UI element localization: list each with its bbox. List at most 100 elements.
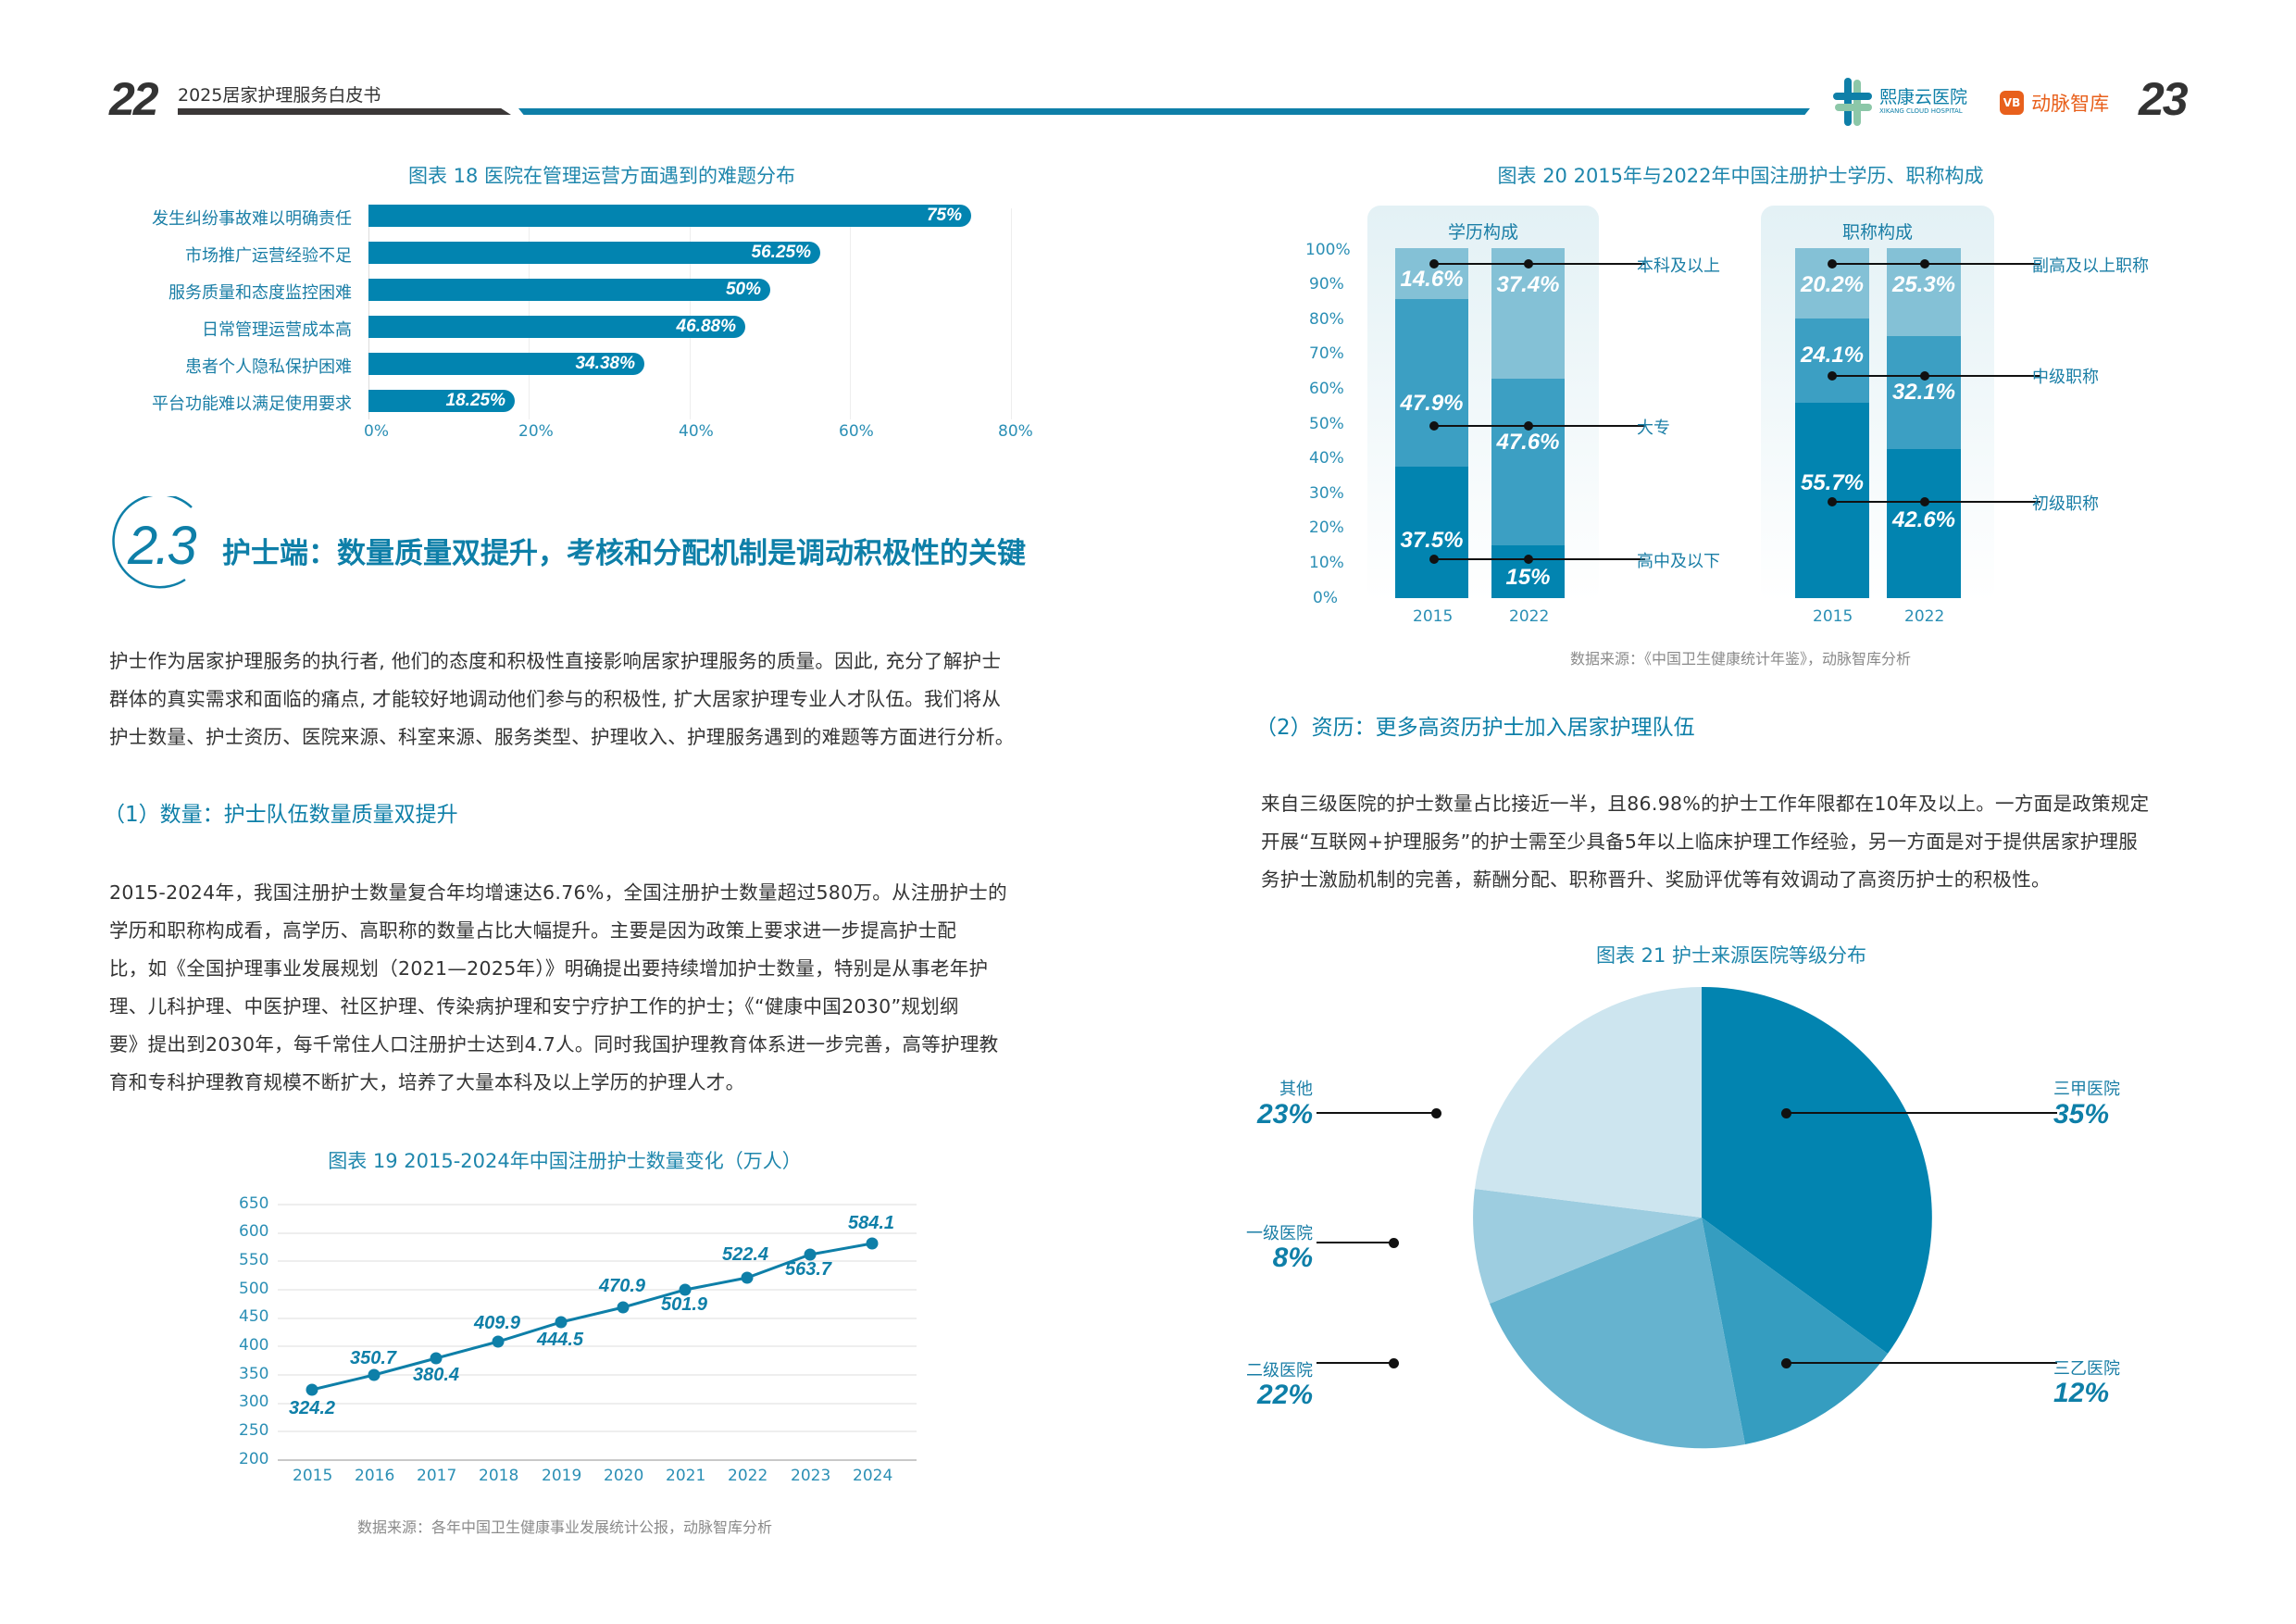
pie-label-other: 其他 bbox=[1279, 1080, 1313, 1099]
left-page-number: 22 bbox=[109, 73, 159, 125]
segment-bachelor bbox=[1491, 248, 1565, 379]
pie-label-sanyi: 三乙医院 bbox=[2053, 1359, 2120, 1379]
chart20-title: 图表 20 2015年与2022年中国注册护士学历、职称构成 bbox=[1497, 165, 1984, 187]
chart20-x-tick: 2022 bbox=[1509, 607, 1550, 626]
chart20-panel-title-title: 职称构成 bbox=[1841, 222, 1913, 243]
section-number: 2.3 bbox=[128, 516, 197, 576]
leader-dot bbox=[1828, 259, 1837, 269]
chart19-x-tick: 2023 bbox=[791, 1467, 831, 1485]
dongmai-logo: VB 动脉智库 bbox=[2000, 89, 2109, 117]
pie-slice-sanjia bbox=[1702, 986, 1932, 1354]
pie-label-erji: 二级医院 bbox=[1246, 1361, 1313, 1380]
legend-senior: 副高及以上职称 bbox=[2032, 256, 2149, 276]
cross-logo-icon bbox=[1833, 78, 1872, 126]
chart19-y-tick: 550 bbox=[239, 1251, 269, 1269]
chart20-source: 数据来源：《中国卫生健康统计年鉴》，动脉智库分析 bbox=[1569, 650, 1911, 668]
chart18-category-label: 市场推广运营经验不足 bbox=[185, 246, 352, 266]
chart18-category-label: 患者个人隐私保护困难 bbox=[185, 357, 352, 377]
leader-dot bbox=[1431, 1108, 1441, 1118]
chart19-y-tick: 250 bbox=[239, 1421, 269, 1440]
pie-slice-erji bbox=[1490, 1218, 1745, 1449]
text-line: 理、儿科护理、中医护理、社区护理、传染病护理和安宁疗护工作的护士；《“健康中国2… bbox=[109, 995, 959, 1018]
value-label: 42.6% bbox=[1891, 507, 1956, 532]
book-title: 2025居家护理服务白皮书 bbox=[178, 85, 381, 106]
pie-value-sanyi: 12% bbox=[2053, 1378, 2110, 1408]
value-label: 47.9% bbox=[1400, 391, 1464, 416]
leader-dot bbox=[1828, 371, 1837, 381]
intro-paragraph: 护士作为居家护理服务的执行者, 他们的态度和积极性直接影响居家护理服务的质量。因… bbox=[109, 643, 1072, 756]
leader-dot bbox=[1389, 1238, 1399, 1248]
segment-highschool bbox=[1491, 545, 1565, 598]
chart19-data-label: 409.9 bbox=[474, 1313, 521, 1333]
chart20-y-tick: 60% bbox=[1309, 380, 1344, 398]
pie-slice-yiji bbox=[1473, 1189, 1702, 1304]
chart18-x-tick: 20% bbox=[518, 422, 554, 441]
leader-dot bbox=[1429, 259, 1439, 269]
right-page-number: 23 bbox=[2139, 73, 2189, 125]
dongmai-badge-icon: VB bbox=[2000, 91, 2024, 115]
leader-dot bbox=[1524, 555, 1533, 564]
chart19-source: 数据来源：各年中国卫生健康事业发展统计公报，动脉智库分析 bbox=[356, 1518, 772, 1536]
chart19-data-label: 563.7 bbox=[785, 1259, 832, 1280]
section-circle-decoration bbox=[112, 496, 193, 589]
chart18-bar: 18.25% bbox=[368, 390, 515, 412]
pie-value-erji: 22% bbox=[1256, 1380, 1313, 1410]
chart18-bar: 50% bbox=[368, 279, 770, 301]
leader-dot bbox=[1524, 259, 1533, 269]
leader-dot bbox=[1781, 1108, 1791, 1118]
pie-slice-sanyi bbox=[1702, 1218, 1888, 1444]
pie-label-yiji: 一级医院 bbox=[1246, 1224, 1313, 1243]
chart20-x-tick: 2015 bbox=[1813, 607, 1853, 626]
chart20-bar-education-2015: 14.6% 47.9% 37.5% bbox=[1395, 248, 1468, 598]
chart20-y-tick: 30% bbox=[1309, 484, 1344, 503]
chart20-y-tick: 20% bbox=[1309, 518, 1344, 537]
value-label: 32.1% bbox=[1891, 380, 1956, 405]
text-line: 开展“互联网+护理服务”的护士需至少具备5年以上临床护理工作经验，另一方面是对于… bbox=[1261, 831, 2139, 853]
pie-value-yiji: 8% bbox=[1272, 1243, 1313, 1273]
text-line: 务护士激励机制的完善，薪酬分配、职称晋升、奖励评优等有效调动了高资历护士的积极性… bbox=[1261, 868, 2051, 891]
chart20-bar-title-2015: 20.2% 24.1% 55.7% bbox=[1795, 248, 1869, 598]
chart18-x-tick: 60% bbox=[839, 422, 874, 441]
xikang-logo-cn: 熙康云医院 bbox=[1879, 87, 1968, 107]
chart19-y-tick: 400 bbox=[239, 1336, 269, 1355]
segment-intermediate bbox=[1887, 336, 1961, 449]
chart20-y-tick: 90% bbox=[1309, 275, 1344, 294]
chart20-panel-education-title: 学历构成 bbox=[1447, 222, 1518, 243]
chart19-title: 图表 19 2015-2024年中国注册护士数量变化（万人） bbox=[328, 1150, 802, 1172]
chart18-category-label: 发生纠纷事故难以明确责任 bbox=[152, 209, 352, 229]
text-line: 育和专科护理教育规模不断扩大，培养了大量本科及以上学历的护理人才。 bbox=[109, 1071, 745, 1093]
chart19-y-tick: 500 bbox=[239, 1280, 269, 1298]
chart19-x-tick: 2021 bbox=[666, 1467, 706, 1485]
legend-bachelor: 本科及以上 bbox=[1637, 256, 1720, 276]
leader-dot bbox=[1920, 259, 1929, 269]
chart18-bar: 34.38% bbox=[368, 353, 644, 375]
segment-college bbox=[1395, 299, 1468, 467]
leader-line bbox=[1832, 263, 2040, 265]
chart20-x-tick: 2022 bbox=[1904, 607, 1945, 626]
chart19-x-tick: 2024 bbox=[853, 1467, 893, 1485]
value-label: 24.1% bbox=[1800, 343, 1865, 368]
chart19-x-tick: 2015 bbox=[293, 1467, 333, 1485]
chart18-bar: 46.88% bbox=[368, 316, 745, 338]
leader-dot bbox=[1920, 371, 1929, 381]
segment-bachelor bbox=[1395, 248, 1468, 299]
chart18-bar: 56.25% bbox=[368, 242, 820, 264]
text-line: 要》提出到2030年，每千常住人口注册护士达到4.7人。同时我国护理教育体系进一… bbox=[109, 1033, 999, 1056]
chart20-x-tick: 2015 bbox=[1413, 607, 1454, 626]
chart20-y-tick: 40% bbox=[1309, 449, 1344, 468]
para2: 来自三级医院的护士数量占比接近一半，且86.98%的护士工作年限都在10年及以上… bbox=[1261, 785, 2224, 899]
value-label: 15% bbox=[1505, 565, 1551, 590]
pie-value-other: 23% bbox=[1256, 1099, 1313, 1130]
chart18-x-tick: 0% bbox=[364, 422, 389, 441]
chart18-title: 图表 18 医院在管理运营方面遇到的难题分布 bbox=[407, 165, 796, 187]
subsection1-title: （1）数量：护士队伍数量质量双提升 bbox=[104, 803, 458, 827]
chart19-x-tick: 2017 bbox=[417, 1467, 457, 1485]
chart19-x-tick: 2018 bbox=[479, 1467, 519, 1485]
chart19-y-tick: 600 bbox=[239, 1222, 269, 1241]
chart19-data-label: 324.2 bbox=[289, 1398, 336, 1418]
leader-dot bbox=[1389, 1358, 1399, 1368]
text-line: 群体的真实需求和面临的痛点, 才能较好地调动他们参与的积极性, 扩大居家护理专业… bbox=[109, 688, 1002, 710]
chart20-y-tick: 10% bbox=[1309, 554, 1344, 572]
chart20-y-tick: 100% bbox=[1305, 241, 1351, 259]
leader-line bbox=[1316, 1362, 1394, 1364]
